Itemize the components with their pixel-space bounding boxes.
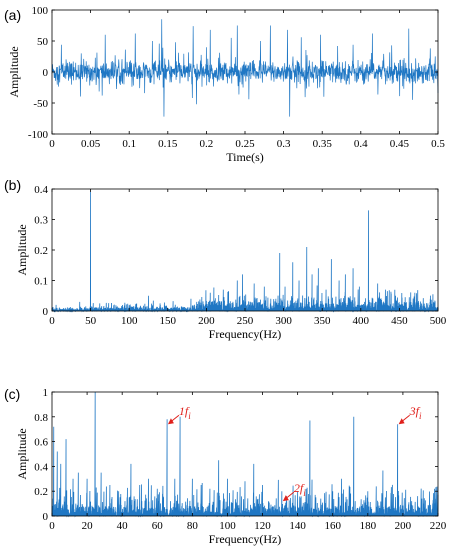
annotation-label-main: 1f [179,404,190,418]
panel-b-x-tick-label: 450 [391,315,408,327]
panel-label-c: (c) [4,386,20,402]
panel-c-y-tick-label: 0.8 [34,412,48,424]
annotation-label: 2fi [294,481,306,498]
chart-panel-a: 0 0.05 0.1 0.15 0.2 0.25 0.3 0.35 0.4 0.45 0.5 -100… [7,5,445,164]
panel-b-x-tick-label: 150 [160,315,177,327]
panel-b-x-tick-label: 50 [85,315,97,327]
chart-panel-c: 0 20 40 60 80 100 120 140 160 180 200 220 0 0.2 0.4 0.6… [15,387,447,546]
panel-b-axes-frame [51,188,439,312]
panel-b-x-tick-label: 400 [353,315,370,327]
panel-c-x-tick-label: 40 [117,520,129,532]
panel-a-x-tick-label: 0.2 [200,138,214,150]
panel-c-y-tick-label: 0.4 [34,461,48,473]
panel-c-x-axis-label: Frequency(Hz) [209,532,282,546]
annotation-label: 1fi [179,404,191,421]
panel-b-y-tick-label: 0.3 [34,215,48,227]
panel-a-y-tick-label: 100 [32,5,49,17]
panel-c-x-tick-label: 180 [360,520,377,532]
annotation-arrow-head [398,418,405,425]
panel-c-y-tick-label: 0 [43,511,49,523]
panel-a-y-tick-label: -50 [33,98,48,110]
panel-label-b: (b) [4,177,21,193]
annotation-arrow-head [282,495,289,502]
panel-b-y-axis-label: Amplitude [15,224,29,275]
panel-a-x-tick-label: 0.45 [390,138,410,150]
annotation-label-main: 3f [409,404,421,418]
annotation-arrow-head [167,418,174,425]
panel-c-x-tick-label: 100 [219,520,236,532]
panel-b-x-tick-label: 250 [237,315,254,327]
panel-b-y-tick-label: 0.2 [34,245,48,257]
panel-b-x-tick-label: 200 [198,315,215,327]
panel-a-x-tick-label: 0.35 [313,138,333,150]
panel-a-y-tick-label: 50 [37,36,49,48]
panel-a-x-tick-label: 0.3 [277,138,291,150]
panel-c-annotation-3: 3fi [398,404,422,425]
panel-b-y-tick-label: 0.4 [34,184,48,196]
panel-b-x-axis-label: Frequency(Hz) [209,327,282,341]
panel-c-annotation-2: 2fi [282,481,306,502]
panel-b-x-tick-label: 500 [430,315,447,327]
panel-a-x-axis-label: Time(s) [226,150,264,164]
panel-c-signal-trace [51,391,439,518]
panel-b-x-tick-label: 0 [49,315,55,327]
panel-a-x-tick-label: 0.4 [354,138,368,150]
panel-c-annotation-1: 1fi [167,404,191,425]
panel-a-x-tick-label: 0.5 [431,138,445,150]
panel-a-y-tick-label: 0 [43,67,49,79]
panel-c-axes-frame [51,391,439,517]
panel-c-y-tick-label: 0.2 [34,486,48,498]
panel-c-x-tick-label: 0 [49,520,55,532]
chart-panel-b: 0 50 100 150 200 250 300 350 400 450 500 0 0.1 0.2 0.3… [15,184,447,341]
panel-c-x-tick-label: 80 [187,520,199,532]
panel-a-x-tick-label: 0.15 [158,138,178,150]
panel-c-y-tick-label: 0.6 [34,437,48,449]
panel-c-x-tick-label: 220 [430,520,447,532]
panel-a-y-tick-label: -100 [28,129,49,141]
panel-b-y-tick-label: 0 [43,306,49,318]
panel-a-x-tick-label: 0.25 [235,138,255,150]
panel-b-x-tick-label: 300 [275,315,292,327]
panel-c-x-tick-label: 60 [152,520,164,532]
panel-c-x-tick-label: 160 [324,520,341,532]
panel-label-a: (a) [4,7,21,23]
panel-b-x-tick-label: 350 [314,315,331,327]
panel-c-x-tick-label: 140 [289,520,306,532]
panel-c-x-tick-label: 20 [82,520,94,532]
panel-a-x-tick-label: 0.05 [81,138,101,150]
panel-b-y-tick-label: 0.1 [34,276,48,288]
panel-c-y-tick-label: 1 [43,387,49,399]
panel-b-signal-trace [51,192,439,313]
panel-c-x-tick-label: 120 [254,520,271,532]
panel-b-x-tick-label: 100 [121,315,138,327]
annotation-label: 3fi [409,404,422,421]
annotation-label-sub: i [419,411,422,421]
panel-c-x-tick-label: 200 [395,520,412,532]
panel-a-x-tick-label: 0.1 [122,138,136,150]
panel-a-signal-trace [51,19,439,117]
panel-c-y-axis-label: Amplitude [15,428,29,479]
panel-a-x-tick-label: 0 [49,138,55,150]
annotation-label-sub: i [188,411,191,421]
panel-a-y-axis-label: Amplitude [7,46,21,97]
annotation-label-main: 2f [294,481,305,495]
annotation-label-sub: i [303,488,306,498]
